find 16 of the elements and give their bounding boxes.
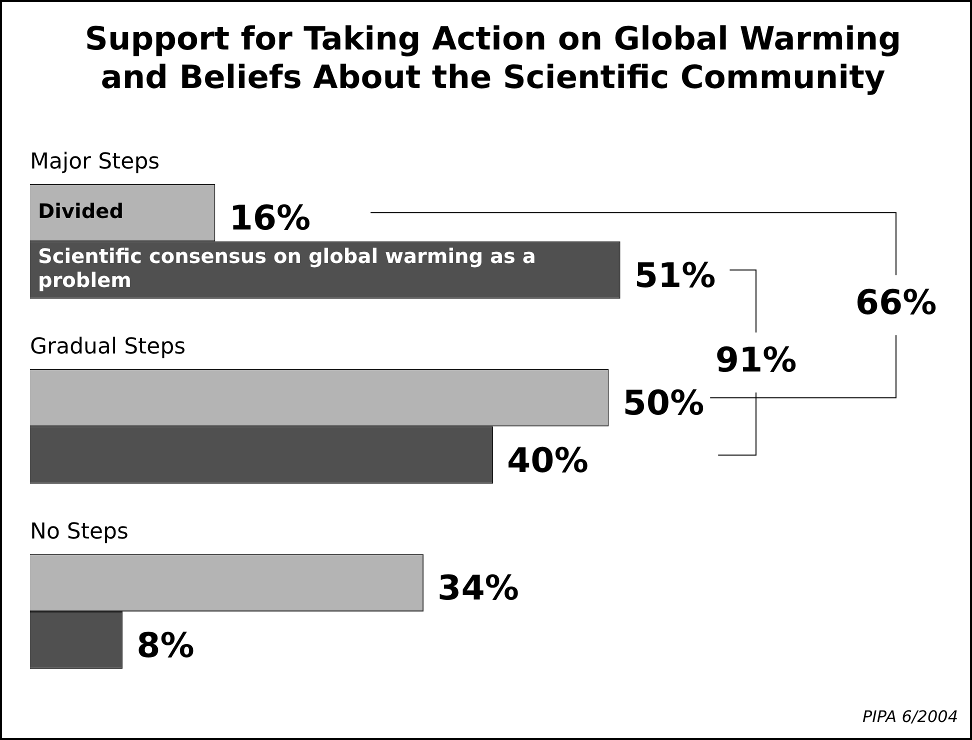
y-tick-label: No Steps [30, 519, 128, 544]
text: 66% [855, 283, 937, 324]
series-label: Scientific consensus on global warming as a problem [38, 244, 536, 292]
data-label: 50% [622, 384, 704, 424]
data-label: 8% [136, 626, 194, 666]
text: and Beliefs About the Scientific Community [100, 58, 886, 96]
data-label: 16% [229, 198, 311, 238]
data-label: 40% [507, 440, 588, 481]
y-tick-label: Major Steps [30, 149, 160, 174]
y-tick-label: Gradual Steps [30, 334, 186, 360]
text: Support for Taking Action on Global Warming [84, 20, 902, 58]
series-label: Divided [38, 198, 124, 223]
data-label: 51% [634, 256, 716, 296]
data-label: 34% [438, 568, 519, 609]
text: PIPA 6/2004 [862, 707, 958, 726]
text: 91% [715, 340, 797, 380]
